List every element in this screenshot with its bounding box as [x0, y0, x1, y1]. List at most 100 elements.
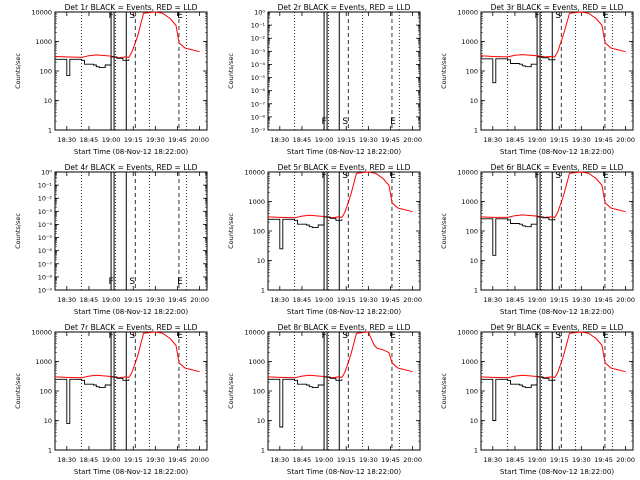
y-tick-label: 1000: [248, 358, 265, 366]
x-tick-label: 20:00: [403, 296, 422, 304]
y-tick-label: 1000: [461, 198, 478, 206]
y-tick-label: 10⁻⁶: [38, 247, 53, 255]
x-tick-label: 20:00: [616, 296, 635, 304]
marker-label: S: [129, 331, 135, 341]
chart-title: Det 3r BLACK = Events, RED = LLD: [491, 3, 624, 12]
y-tick-label: 1: [474, 447, 478, 455]
chart-panel: Det 5r BLACK = Events, RED = LLD 1 10 100 10…: [227, 163, 422, 316]
x-tick-label: 19:45: [168, 296, 187, 304]
y-tick-label: 100: [40, 68, 52, 76]
marker-label: E: [177, 11, 183, 21]
y-tick-label: 100: [466, 388, 478, 396]
chart-title: Det 6r BLACK = Events, RED = LLD: [491, 163, 624, 172]
marker-label: F: [108, 11, 113, 21]
chart-panel: Det 8r BLACK = Events, RED = LLD 1 10 100 10…: [227, 323, 422, 476]
chart-panel: Det 7r BLACK = Events, RED = LLD 1 10 100 10…: [14, 323, 209, 476]
x-tick-label: 18:30: [57, 296, 76, 304]
chart-title: Det 5r BLACK = Events, RED = LLD: [278, 163, 411, 172]
y-axis-label: Counts/sec: [227, 213, 235, 249]
x-tick-label: 18:30: [483, 296, 502, 304]
x-tick-label: 19:45: [168, 456, 187, 464]
y-tick-label: 1000: [461, 358, 478, 366]
x-tick-label: 19:45: [381, 136, 400, 144]
x-tick-label: 18:30: [483, 456, 502, 464]
y-tick-label: 1000: [248, 198, 265, 206]
x-tick-label: 18:30: [57, 136, 76, 144]
marker-label: S: [555, 11, 561, 21]
y-axis-label: Counts/sec: [227, 53, 235, 89]
marker-label: E: [603, 11, 609, 21]
y-axis-label: Counts/sec: [440, 53, 448, 89]
x-tick-label: 18:30: [483, 136, 502, 144]
x-tick-label: 19:15: [337, 296, 356, 304]
y-tick-label: 10⁻⁴: [38, 221, 53, 229]
events-series-line: [481, 376, 556, 421]
plot-frame: [54, 11, 208, 131]
x-axis-label: Start Time (08-Nov-12 18:22:00): [74, 148, 188, 156]
plot-frame: [480, 11, 634, 131]
chart-panel: Det 6r BLACK = Events, RED = LLD 1 10 100 10…: [440, 163, 635, 316]
y-tick-label: 10⁻⁸: [38, 273, 53, 281]
x-axis-label: Start Time (08-Nov-12 18:22:00): [74, 468, 188, 476]
y-tick-label: 10⁻⁵: [251, 74, 266, 82]
marker-label: E: [390, 117, 396, 127]
lld-series-line: [480, 331, 626, 379]
y-tick-label: 1000: [461, 38, 478, 46]
x-tick-label: 18:45: [80, 456, 99, 464]
lld-series-line: [267, 331, 413, 379]
y-tick-label: 10: [470, 417, 478, 425]
y-tick-label: 10⁻⁹: [38, 287, 53, 295]
x-tick-label: 19:00: [528, 456, 547, 464]
y-tick-label: 1000: [35, 358, 52, 366]
y-tick-label: 10⁻⁶: [251, 87, 266, 95]
y-axis-label: Counts/sec: [227, 373, 235, 409]
x-tick-label: 19:00: [102, 296, 121, 304]
y-tick-label: 10⁻⁸: [251, 113, 266, 121]
marker-label: F: [534, 171, 539, 181]
plot-frame: [480, 171, 634, 291]
x-tick-label: 19:00: [315, 136, 334, 144]
y-axis-label: Counts/sec: [14, 373, 22, 409]
y-tick-label: 10⁻³: [38, 208, 53, 216]
x-tick-label: 19:30: [359, 296, 378, 304]
y-tick-label: 10000: [457, 169, 478, 177]
x-tick-label: 19:45: [381, 456, 400, 464]
y-tick-label: 1: [261, 447, 265, 455]
x-tick-label: 19:45: [381, 296, 400, 304]
x-tick-label: 19:15: [124, 296, 143, 304]
x-tick-label: 20:00: [403, 456, 422, 464]
y-tick-label: 10⁻⁵: [38, 234, 53, 242]
chart-title: Det 9r BLACK = Events, RED = LLD: [491, 323, 624, 332]
x-axis-label: Start Time (08-Nov-12 18:22:00): [500, 148, 614, 156]
marker-label: F: [321, 171, 326, 181]
y-tick-label: 1: [474, 287, 478, 295]
chart-panel: Det 2r BLACK = Events, RED = LLD 10⁻⁹ 10⁻⁸…: [227, 3, 422, 156]
marker-label: F: [534, 11, 539, 21]
plot-frame: [54, 331, 208, 451]
chart-title: Det 1r BLACK = Events, RED = LLD: [65, 3, 198, 12]
x-tick-label: 18:45: [506, 136, 525, 144]
y-tick-label: 10⁻³: [251, 48, 266, 56]
y-tick-label: 10⁻⁷: [251, 100, 266, 108]
x-tick-label: 19:15: [550, 456, 569, 464]
x-tick-label: 19:30: [572, 136, 591, 144]
x-tick-label: 20:00: [190, 296, 209, 304]
y-tick-label: 10⁰: [41, 169, 52, 177]
x-tick-label: 19:45: [594, 296, 613, 304]
x-tick-label: 19:00: [102, 456, 121, 464]
x-axis-label: Start Time (08-Nov-12 18:22:00): [287, 308, 401, 316]
events-series-line: [268, 216, 343, 250]
x-tick-label: 18:45: [293, 296, 312, 304]
x-axis-label: Start Time (08-Nov-12 18:22:00): [287, 148, 401, 156]
x-tick-label: 19:30: [572, 456, 591, 464]
events-series-line: [55, 376, 130, 424]
chart-title: Det 4r BLACK = Events, RED = LLD: [65, 163, 198, 172]
x-tick-label: 19:30: [572, 296, 591, 304]
x-tick-label: 19:15: [124, 136, 143, 144]
y-tick-label: 10⁻¹: [38, 182, 53, 190]
x-tick-label: 18:45: [506, 296, 525, 304]
x-tick-label: 18:45: [293, 456, 312, 464]
x-tick-label: 19:45: [594, 456, 613, 464]
plot-frame: [267, 11, 421, 131]
